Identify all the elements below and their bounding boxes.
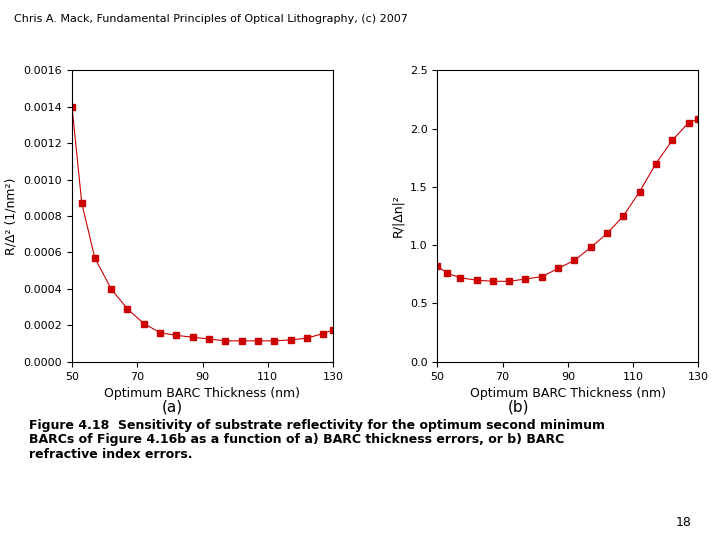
Text: (b): (b) [508, 400, 529, 415]
Y-axis label: R/Δ² (1/nm²): R/Δ² (1/nm²) [5, 177, 18, 255]
Y-axis label: R/|Δn|²: R/|Δn|² [392, 194, 405, 238]
X-axis label: Optimum BARC Thickness (nm): Optimum BARC Thickness (nm) [470, 387, 666, 400]
X-axis label: Optimum BARC Thickness (nm): Optimum BARC Thickness (nm) [104, 387, 300, 400]
Text: 18: 18 [675, 516, 691, 529]
Text: Chris A. Mack, Fundamental Principles of Optical Lithography, (c) 2007: Chris A. Mack, Fundamental Principles of… [14, 14, 408, 24]
Text: (a): (a) [162, 400, 184, 415]
Text: Figure 4.18  Sensitivity of substrate reflectivity for the optimum second minimu: Figure 4.18 Sensitivity of substrate ref… [29, 418, 605, 462]
